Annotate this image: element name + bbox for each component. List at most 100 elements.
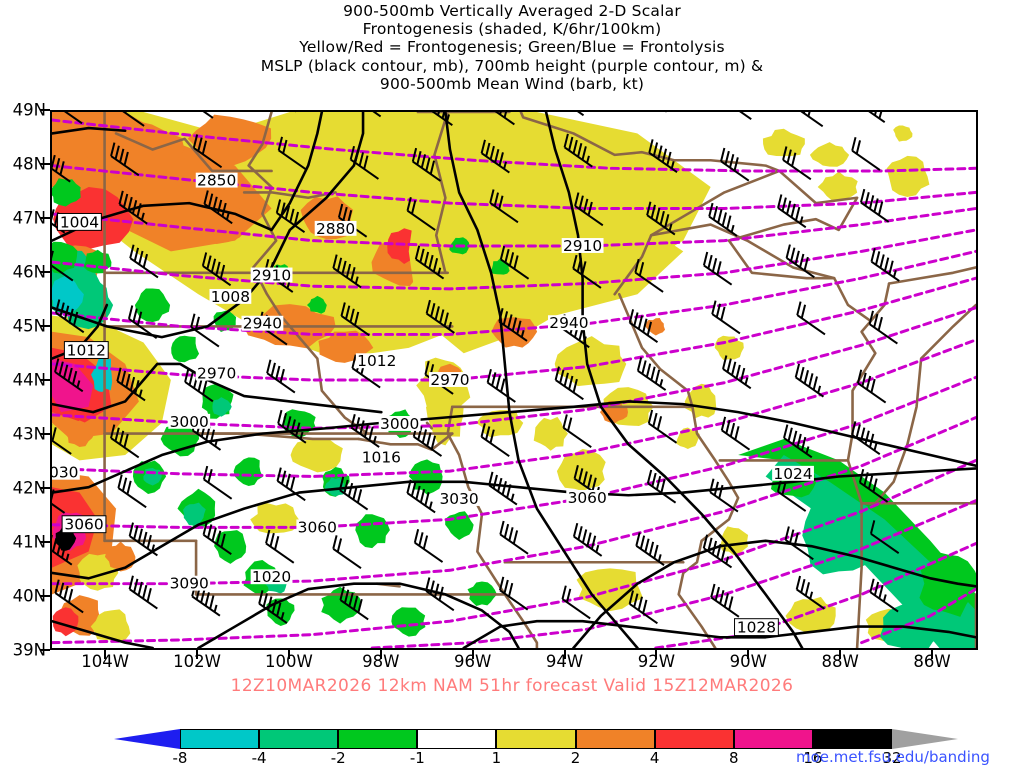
wind-barb bbox=[870, 247, 900, 282]
wind-barb bbox=[202, 465, 233, 500]
height-label-2910: 2910 bbox=[252, 266, 291, 284]
wind-barb bbox=[52, 250, 74, 282]
shading-green-patch bbox=[134, 288, 171, 323]
mslp-label-1012b: 1012 bbox=[357, 352, 396, 370]
y-axis-label: 45N bbox=[12, 316, 46, 336]
colorbar-segment[interactable] bbox=[338, 729, 418, 749]
colorbar-tick-label: 1 bbox=[491, 749, 502, 767]
state-border-il-in bbox=[846, 459, 863, 648]
y-axis-tick bbox=[40, 217, 50, 219]
contour-labels: 2850 2880 2910 2910 2940 2940 2970 2970 3000 3000… bbox=[52, 172, 814, 637]
wind-barb bbox=[710, 583, 740, 618]
wind-barb bbox=[332, 535, 362, 569]
colorbar-tick-label: 8 bbox=[728, 749, 739, 767]
contour-label-box bbox=[734, 618, 779, 637]
wind-barb bbox=[425, 577, 455, 612]
wind-barb bbox=[739, 112, 752, 121]
colorbar-tick-label: 4 bbox=[649, 749, 660, 767]
state-border-mi-wi2 bbox=[727, 239, 836, 280]
mslp-contour-1012a bbox=[444, 112, 639, 648]
shading-green-patch bbox=[171, 335, 200, 363]
mslp-label-1004: 1004 bbox=[60, 213, 99, 231]
shading-yellow-e2 bbox=[809, 142, 850, 167]
contour-label-bg bbox=[250, 569, 293, 585]
contour-label-bg bbox=[429, 372, 471, 387]
mslp-contour-1028 bbox=[462, 619, 976, 648]
colorbar-segment[interactable] bbox=[812, 729, 892, 749]
y-axis-tick bbox=[40, 271, 50, 273]
wind-barb bbox=[277, 136, 307, 171]
map-panel[interactable]: 2850 2880 2910 2910 2940 2940 2970 2970 3000 3000… bbox=[50, 110, 978, 650]
shading-orange-nw2 bbox=[82, 120, 185, 181]
colorbar-segment[interactable] bbox=[496, 729, 576, 749]
contour-label-bg bbox=[195, 172, 238, 188]
title-line-3: Yellow/Red = Frontogenesis; Green/Blue =… bbox=[299, 38, 725, 57]
wind-barb bbox=[406, 197, 436, 231]
wind-barb bbox=[414, 245, 445, 280]
chart-title-block: 900-500mb Vertically Averaged 2-D Scalar… bbox=[0, 2, 1024, 93]
x-axis-label: 94W bbox=[545, 652, 584, 671]
x-axis-label: 98W bbox=[362, 652, 400, 671]
shading-cyan-sw bbox=[91, 358, 113, 393]
coast-lake-michigan-w bbox=[846, 319, 877, 462]
state-border-ne-sd2 bbox=[197, 432, 360, 441]
wind-barb bbox=[431, 112, 453, 127]
wind-barb bbox=[562, 414, 592, 449]
wind-barb bbox=[129, 244, 159, 279]
shading-orange-nw3 bbox=[187, 114, 272, 167]
shading-yellow-e5 bbox=[893, 125, 913, 142]
height-contour-2820 bbox=[52, 118, 976, 173]
wind-barb bbox=[708, 202, 738, 237]
colorbar-segment[interactable] bbox=[180, 729, 260, 749]
wind-barb bbox=[869, 520, 900, 554]
wind-barb bbox=[266, 359, 296, 394]
colorbar-segment[interactable] bbox=[417, 729, 497, 749]
wind-barb bbox=[628, 590, 658, 625]
watermark: moe.met.fsu.edu/banding bbox=[796, 748, 990, 766]
contour-label-bg bbox=[209, 288, 252, 304]
contour-label-box bbox=[61, 515, 107, 534]
y-axis-tick bbox=[40, 325, 50, 327]
colorbar-segment[interactable] bbox=[654, 729, 734, 749]
shading-yellow-sw2 bbox=[90, 609, 131, 643]
title-line-1: 900-500mb Vertically Averaged 2-D Scalar bbox=[343, 2, 681, 20]
wind-barb bbox=[340, 302, 370, 337]
y-axis-tick bbox=[40, 541, 50, 543]
shading-yellow-c11 bbox=[290, 438, 343, 473]
height-label-3060b: 3060 bbox=[298, 518, 337, 536]
height-label-2940b: 2940 bbox=[549, 314, 588, 332]
wind-barb bbox=[338, 476, 369, 511]
x-axis-tick bbox=[747, 650, 750, 659]
height-label-2880: 2880 bbox=[316, 220, 355, 238]
shading-spring-east3 bbox=[879, 601, 947, 648]
colorbar-over-arrow bbox=[892, 729, 958, 749]
wind-barb bbox=[190, 313, 220, 348]
wind-barb bbox=[722, 355, 752, 390]
contour-label-bg bbox=[566, 489, 609, 505]
wind-barb bbox=[572, 254, 602, 289]
coast-keweenaw bbox=[727, 169, 859, 242]
colorbar-segment[interactable] bbox=[575, 729, 655, 749]
wind-barb bbox=[118, 190, 148, 225]
wind-barb bbox=[52, 424, 72, 455]
x-axis-label: 90W bbox=[729, 652, 767, 671]
shading-green-east3 bbox=[919, 552, 976, 617]
wind-barb bbox=[777, 194, 807, 229]
wind-barb bbox=[122, 112, 145, 127]
colorbar-segment[interactable] bbox=[259, 729, 339, 749]
y-axis-tick bbox=[40, 109, 50, 111]
height-contour-3060 bbox=[52, 375, 976, 529]
y-axis-tick bbox=[40, 487, 50, 489]
shading-spring-patch bbox=[183, 502, 206, 526]
shading-green-patch bbox=[233, 457, 263, 487]
y-axis-tick bbox=[40, 649, 50, 651]
state-border-ne-sd bbox=[357, 432, 454, 451]
wind-barb bbox=[636, 357, 667, 391]
wind-barb bbox=[277, 409, 307, 444]
colorbar[interactable]: -8 -4 -2 -1 1 2 4 8 16 32 bbox=[114, 729, 958, 767]
height-contour-3120 bbox=[52, 458, 976, 645]
y-axis-label: 44N bbox=[12, 370, 46, 390]
wind-barb bbox=[720, 416, 751, 451]
colorbar-segment[interactable] bbox=[733, 729, 813, 749]
wind-barb bbox=[201, 252, 232, 287]
